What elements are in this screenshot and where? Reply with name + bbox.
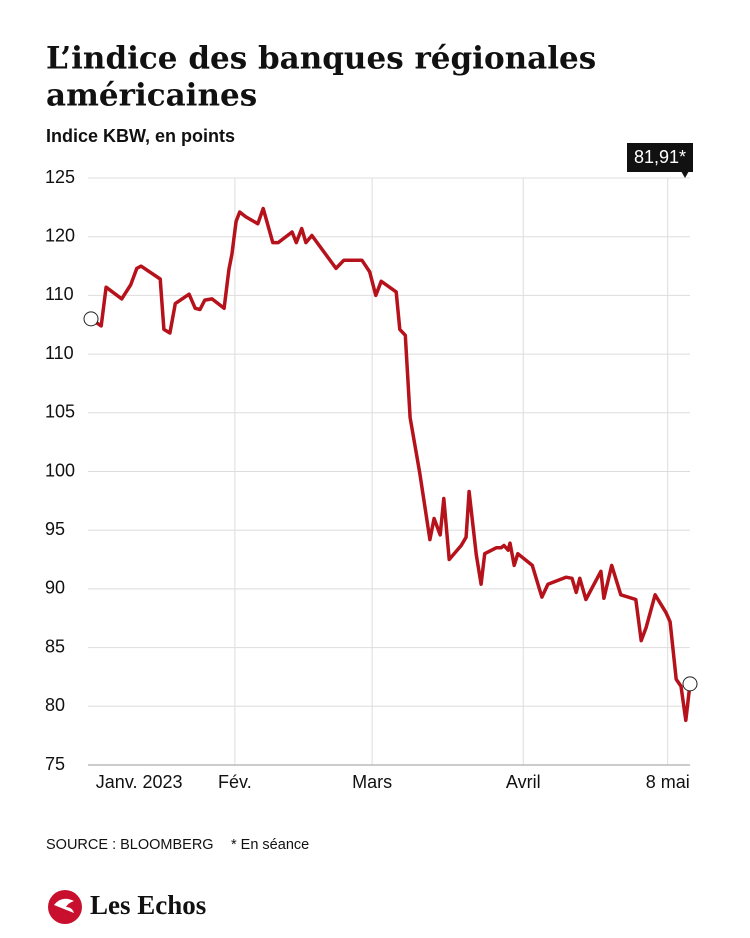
note: * En séance <box>231 837 309 853</box>
y-tick-label: 80 <box>45 695 65 715</box>
x-tick-label: Avril <box>506 772 541 792</box>
x-tick-label: 8 mai <box>646 772 690 792</box>
annotation-pointer <box>681 171 689 178</box>
y-tick-label: 120 <box>45 225 75 245</box>
y-tick-label: 90 <box>45 578 65 598</box>
end-marker <box>83 311 99 327</box>
end-marker <box>682 676 698 692</box>
brand: Les Echos <box>90 890 206 920</box>
y-tick-label: 110 <box>45 343 74 363</box>
logo-bird <box>54 898 74 913</box>
chart-title: américaines <box>46 78 257 114</box>
x-tick-label: Mars <box>352 772 392 792</box>
subtitle: Indice KBW, en points <box>46 126 235 146</box>
y-tick-label: 85 <box>45 636 65 656</box>
y-tick-label: 125 <box>45 167 75 187</box>
x-tick-label: Janv. 2023 <box>96 772 183 792</box>
y-tick-label: 105 <box>45 402 75 422</box>
source: SOURCE : BLOOMBERG <box>46 837 214 853</box>
y-tick-label: 95 <box>45 519 65 539</box>
chart-title: L’indice des banques régionales <box>46 41 596 77</box>
line <box>90 206 692 723</box>
x-tick-label: Fév. <box>218 772 252 792</box>
annotation: 81,91* <box>634 147 686 167</box>
annotation-box <box>627 143 693 172</box>
y-tick-label: 75 <box>45 754 65 774</box>
y-tick-label: 110 <box>45 284 74 304</box>
y-tick-label: 100 <box>45 460 75 480</box>
